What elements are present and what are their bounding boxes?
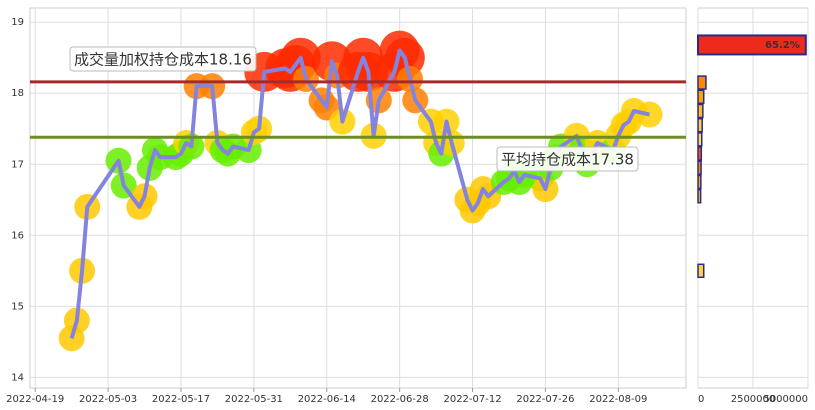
volume-bar [697,117,703,133]
volume-bar [697,160,702,176]
x-tick-label: 2022-06-14 [298,394,356,405]
y-tick-label: 19 [11,17,24,28]
y-tick-label: 18 [11,88,24,99]
volume-bar [697,146,703,161]
x-tick-label: 2022-08-09 [589,394,647,405]
x-tick-label: 5000000 [763,394,808,405]
x-tick-label: 2022-05-03 [79,394,137,405]
volume-bar [697,75,707,90]
reference-label-box [69,46,257,72]
y-tick-label: 16 [11,230,24,241]
x-tick-label: 2022-07-26 [516,394,574,405]
y-tick-label: 17 [11,159,24,170]
volume-bar [697,174,702,190]
y-tick-label: 14 [11,372,24,383]
reference-label-box [496,146,639,172]
x-tick-label: 2022-06-28 [371,394,429,405]
volume-bar [697,188,702,204]
volume-bar [697,89,705,105]
x-tick-label: 2022-04-19 [6,394,64,405]
volume-bar [697,34,807,56]
volume-bar [697,103,704,119]
volume-bar [697,132,703,147]
reference-label: 平均持仓成本17.38 [501,151,634,169]
volume-bar [697,263,705,279]
bar-label: 65.2% [765,40,800,51]
x-tick-label: 2022-07-12 [443,394,501,405]
x-tick-label: 0 [698,394,704,405]
x-tick-label: 2022-05-17 [152,394,210,405]
x-tick-label: 2500000 [731,394,776,405]
reference-label: 成交量加权持仓成本18.16 [74,51,252,69]
x-tick-label: 2022-05-31 [225,394,283,405]
y-tick-label: 15 [11,301,24,312]
